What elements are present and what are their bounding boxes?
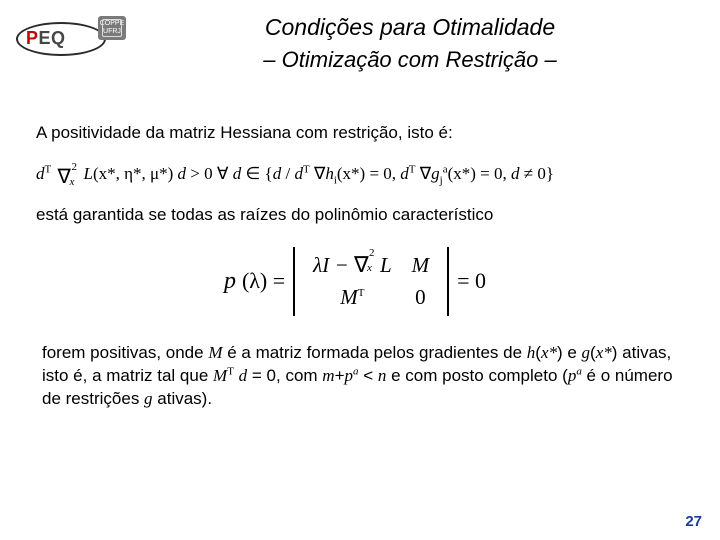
determinant-matrix: λI − ∇2xL M MT 0: [303, 249, 439, 314]
math-T1: T: [45, 163, 52, 175]
f-d: d: [239, 366, 248, 385]
f-plus: +: [335, 366, 345, 385]
logo: PEQ COPPE UFRJ: [16, 16, 126, 56]
math-ne0: ≠ 0}: [520, 164, 555, 183]
matrix-cell-12: M: [402, 249, 440, 281]
f-MT: M: [213, 366, 227, 385]
f-m: m: [322, 366, 334, 385]
logo-badge: COPPE UFRJ: [98, 16, 126, 40]
math-xs2: (x*) = 0,: [448, 164, 511, 183]
f-g2: g: [144, 389, 153, 408]
logo-text: PEQ: [26, 28, 66, 49]
math-nabla-h: ∇: [310, 164, 326, 183]
body: A positividade da matriz Hessiana com re…: [36, 122, 680, 410]
paragraph-after-math: está garantida se todas as raízes do pol…: [36, 204, 680, 227]
math-d5: d: [294, 164, 303, 183]
title-line1: Condições para Otimalidade: [130, 14, 690, 41]
eq-lamI: λI −: [313, 253, 354, 277]
paragraph-final: forem positivas, onde M é a matriz forma…: [42, 342, 674, 411]
nabla-squared-icon: ∇2x: [55, 164, 83, 186]
math-j: j: [440, 174, 443, 186]
f-xs2: x*: [596, 343, 612, 362]
math-d6: d: [400, 164, 409, 183]
math-L: L: [83, 164, 92, 183]
eq-MT: M: [340, 285, 358, 309]
f-h: h: [527, 343, 536, 362]
f-pa: p: [345, 366, 354, 385]
f-M: M: [208, 343, 222, 362]
f-xs: x*: [541, 343, 557, 362]
page-number: 27: [685, 513, 702, 530]
f4: ) e: [557, 343, 582, 362]
eq-lambda-arg: (λ) =: [242, 266, 285, 296]
paragraph-intro: A positividade da matriz Hessiana com re…: [36, 122, 680, 145]
math-d4: d: [273, 164, 282, 183]
f2: é a matriz formada pelos gradientes de: [222, 343, 526, 362]
f-T: T: [227, 365, 234, 377]
math-xs1: (x*) = 0,: [337, 164, 400, 183]
logo-badge-bot: UFRJ: [103, 28, 121, 35]
math-d1: d: [36, 164, 45, 183]
matrix-cell-22: 0: [402, 281, 440, 313]
f1: forem positivas, onde: [42, 343, 208, 362]
logo-letter-e: E: [39, 28, 52, 48]
logo-badge-text: COPPE UFRJ: [98, 20, 126, 36]
logo-letter-q: Q: [51, 28, 66, 48]
f8: e com posto completo (: [386, 366, 567, 385]
math-gt0: > 0 ∀: [186, 164, 233, 183]
logo-badge-top: COPPE: [100, 20, 125, 27]
math-nabla-g: ∇: [416, 164, 432, 183]
f-lt: <: [359, 366, 378, 385]
math-in: ∈ {: [241, 164, 272, 183]
title-line2: – Otimização com Restrição –: [130, 47, 690, 73]
math-h: h: [325, 164, 334, 183]
eq-eq0: = 0: [457, 266, 486, 296]
logo-letter-p: P: [26, 28, 39, 48]
math-args: (x*, η*, μ*): [93, 164, 178, 183]
eq-T: T: [358, 287, 365, 299]
slide: PEQ COPPE UFRJ Condições para Otimalidad…: [0, 0, 720, 540]
f-g: g: [582, 343, 591, 362]
determinant-bars: λI − ∇2xL M MT 0: [293, 247, 449, 316]
math-slash: /: [281, 164, 294, 183]
matrix-cell-11: λI − ∇2xL: [303, 249, 401, 281]
math-T2: T: [303, 163, 310, 175]
math-d2: d: [178, 164, 187, 183]
math-condition: dT ∇2x L(x*, η*, μ*) d > 0 ∀ d ∈ {d / dT…: [36, 163, 680, 186]
math-g: g: [431, 164, 440, 183]
eq-p: p: [224, 268, 236, 294]
math-d3: d: [233, 164, 242, 183]
eq-L: L: [380, 253, 392, 277]
title-block: Condições para Otimalidade – Otimização …: [130, 14, 690, 73]
matrix-cell-21: MT: [303, 281, 401, 313]
nabla-squared-icon-2: ∇2x: [354, 252, 380, 272]
math-T3: T: [409, 163, 416, 175]
math-d7: d: [511, 164, 520, 183]
equation-determinant: p(λ) = λI − ∇2xL M MT: [36, 247, 680, 316]
f10: ativas).: [153, 389, 213, 408]
f7: = 0, com: [247, 366, 322, 385]
